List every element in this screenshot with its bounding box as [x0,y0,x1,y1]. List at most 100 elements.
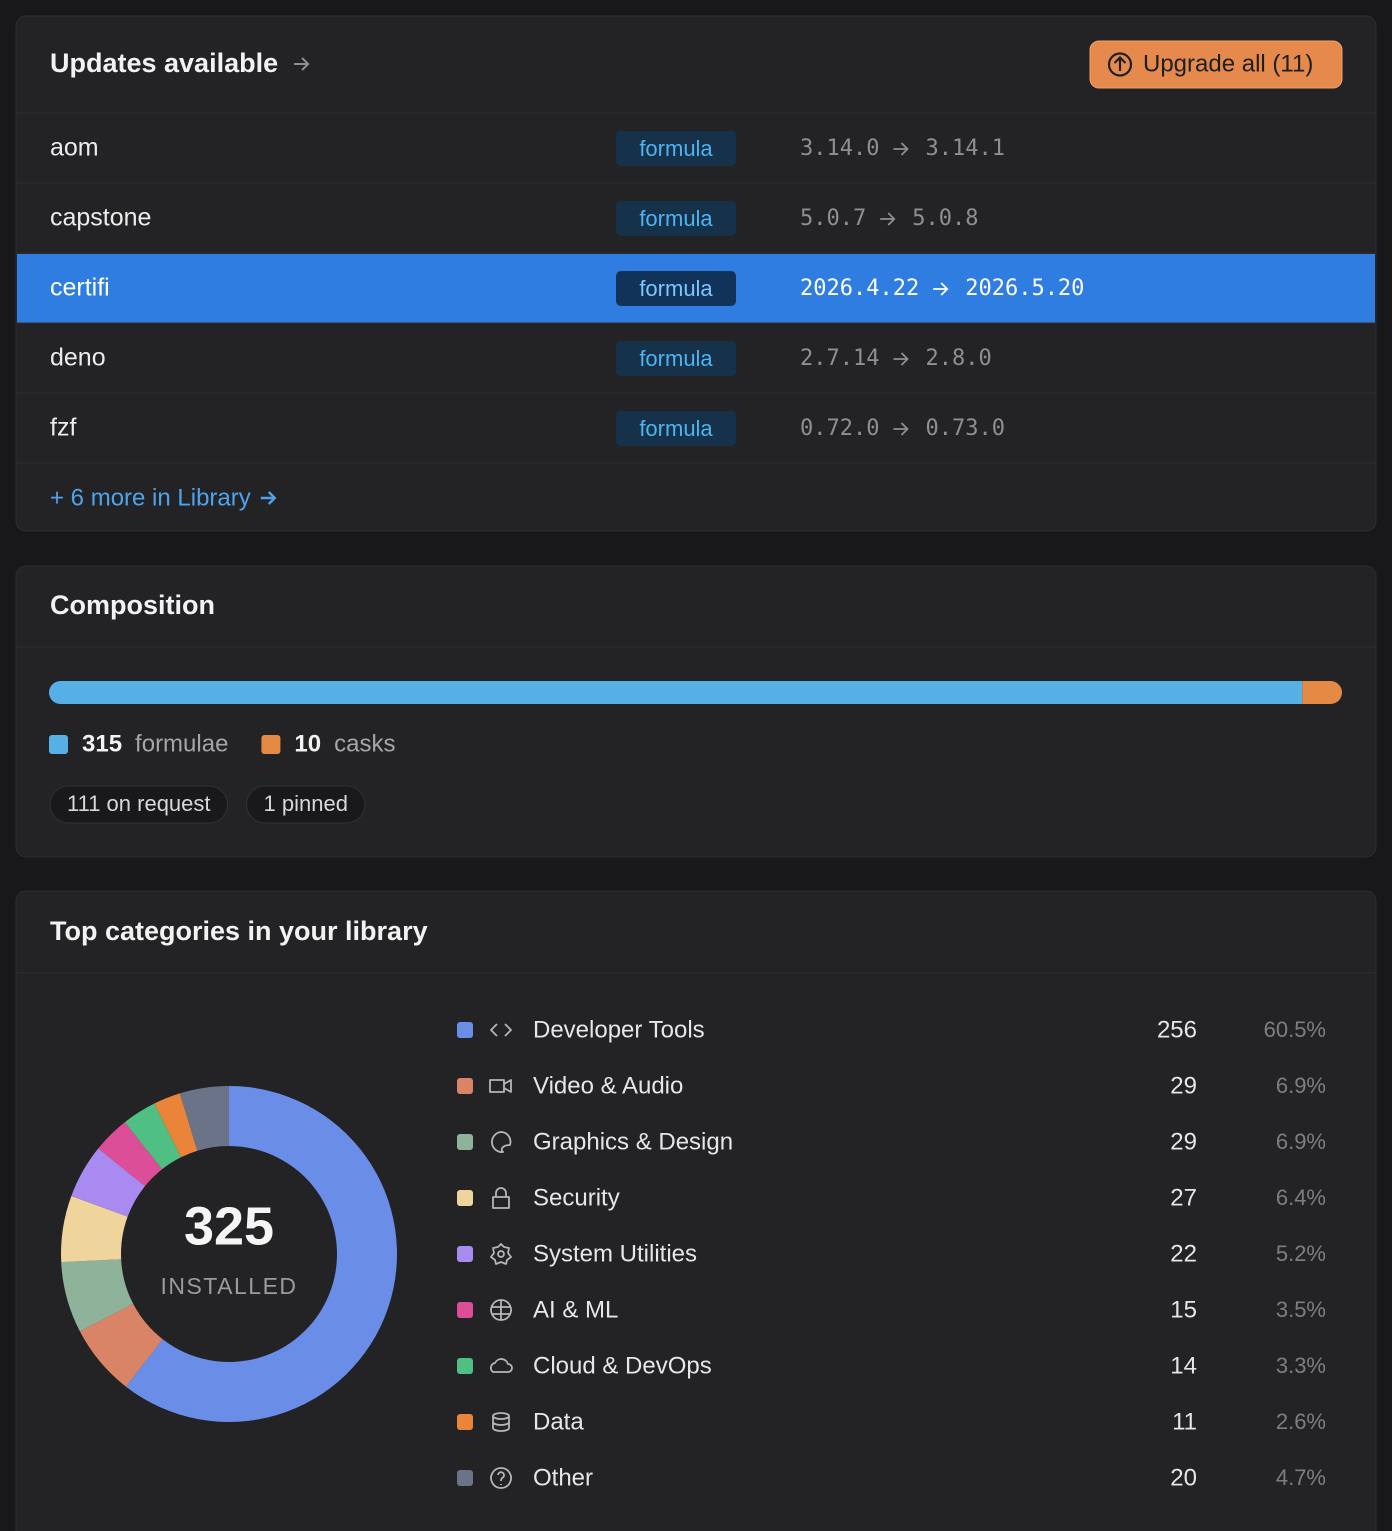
category-icon [492,1187,510,1209]
category-count: 22 [1170,1240,1197,1267]
composition-card [15,565,1377,858]
category-name: AI & ML [533,1296,618,1323]
legend-swatch [457,1190,473,1206]
section-title: Top categories in your library [50,916,428,946]
chip-label: 111 on request [67,791,211,816]
category-share: 4.7% [1276,1465,1326,1490]
section-title: Composition [50,590,215,620]
version-to: 5.0.8 [912,206,978,231]
update-row[interactable]: certifi formula 2026.4.22 2026.5.20 [16,254,1376,324]
kind-label: formula [639,206,713,231]
kind-badge [616,341,736,376]
more-link[interactable]: + 6 more in Library [50,484,251,511]
donut-segment [124,1103,182,1170]
category-name: Video & Audio [533,1072,683,1099]
donut-segment [179,1086,229,1151]
chip-bg [246,785,366,824]
version-from: 2026.4.22 [800,276,919,301]
kind-badge [616,131,736,166]
category-icon [490,1023,512,1037]
donut-segment [79,1303,163,1387]
arrow-icon [933,282,949,296]
upgrade-button[interactable]: Upgrade all (11) [1089,40,1343,89]
donut-total: 325 [184,1196,274,1256]
donut-segment [61,1259,134,1332]
version-from: 3.14.0 [800,136,879,161]
donut-label: INSTALLED [160,1273,297,1299]
version-to: 2.8.0 [925,346,991,371]
package-name: fzf [50,414,76,442]
category-icon [492,1412,510,1432]
arrow-icon [880,212,896,226]
category-icon [489,1079,512,1093]
chip-label: 1 pinned [264,791,348,816]
category-share: 3.5% [1276,1297,1326,1322]
composition-bar [49,681,1342,704]
package-name: deno [50,344,106,372]
kind-label: formula [639,276,713,301]
category-name: Security [533,1184,620,1211]
category-name: Developer Tools [533,1016,705,1043]
category-count: 20 [1170,1464,1197,1491]
category-count: 29 [1170,1128,1197,1155]
legend-swatch [49,735,68,754]
legend-swatch [457,1246,473,1262]
arrow-icon [893,422,909,436]
category-icon [491,1131,512,1153]
kind-label: formula [639,416,713,441]
category-count: 15 [1170,1296,1197,1323]
version-from: 5.0.7 [800,206,866,231]
kind-label: formula [639,346,713,371]
kind-badge [616,411,736,446]
legend-swatch [457,1022,473,1038]
category-name: Graphics & Design [533,1128,733,1155]
chip: 111 on request [49,785,229,824]
button-label[interactable]: Upgrade all (11) [1143,50,1313,77]
category-share: 6.9% [1276,1073,1326,1098]
legend-swatch [457,1414,473,1430]
update-row[interactable]: fzf formula 0.72.0 0.73.0 [16,392,1376,464]
legend-count: 315 [82,730,122,757]
category-count: 27 [1170,1184,1197,1211]
kind-badge [616,201,736,236]
kind-badge [616,271,736,306]
legend-swatch [457,1358,473,1374]
category-icon [490,1358,513,1373]
version-from: 2.7.14 [800,346,879,371]
update-row[interactable]: capstone formula 5.0.7 5.0.8 [16,182,1376,254]
category-count: 11 [1172,1408,1197,1435]
arrow-icon [893,352,909,366]
version-to: 0.73.0 [925,416,1004,441]
arrow-icon [294,57,310,71]
bar-segment [49,681,1303,704]
category-name: Data [533,1408,584,1435]
category-name: Other [533,1464,593,1491]
category-name: Cloud & DevOps [533,1352,712,1379]
category-count: 14 [1170,1352,1197,1379]
update-row[interactable]: deno formula 2.7.14 2.8.0 [16,341,1376,394]
chip-bg [49,785,229,824]
legend-swatch [457,1302,473,1318]
package-name: capstone [50,204,151,232]
category-share: 6.4% [1276,1185,1326,1210]
legend-swatch [457,1470,473,1486]
legend-label: casks [334,730,395,757]
legend-label: formulae [135,730,228,757]
category-share: 3.3% [1276,1353,1326,1378]
donut-segment [154,1093,198,1158]
donut-segment [98,1122,163,1187]
legend-count: 10 [294,730,321,757]
donut-segment [71,1148,145,1217]
donut-segment [125,1086,397,1422]
package-name: certifi [50,274,110,302]
category-share: 5.2% [1276,1241,1326,1266]
version-to: 2026.5.20 [965,276,1084,301]
categories-card [15,890,1377,1531]
category-count: 256 [1157,1016,1197,1043]
category-icon [490,1243,512,1265]
arrow-icon [893,142,909,156]
section-title: Updates available [50,48,278,78]
category-icon [490,1467,512,1489]
